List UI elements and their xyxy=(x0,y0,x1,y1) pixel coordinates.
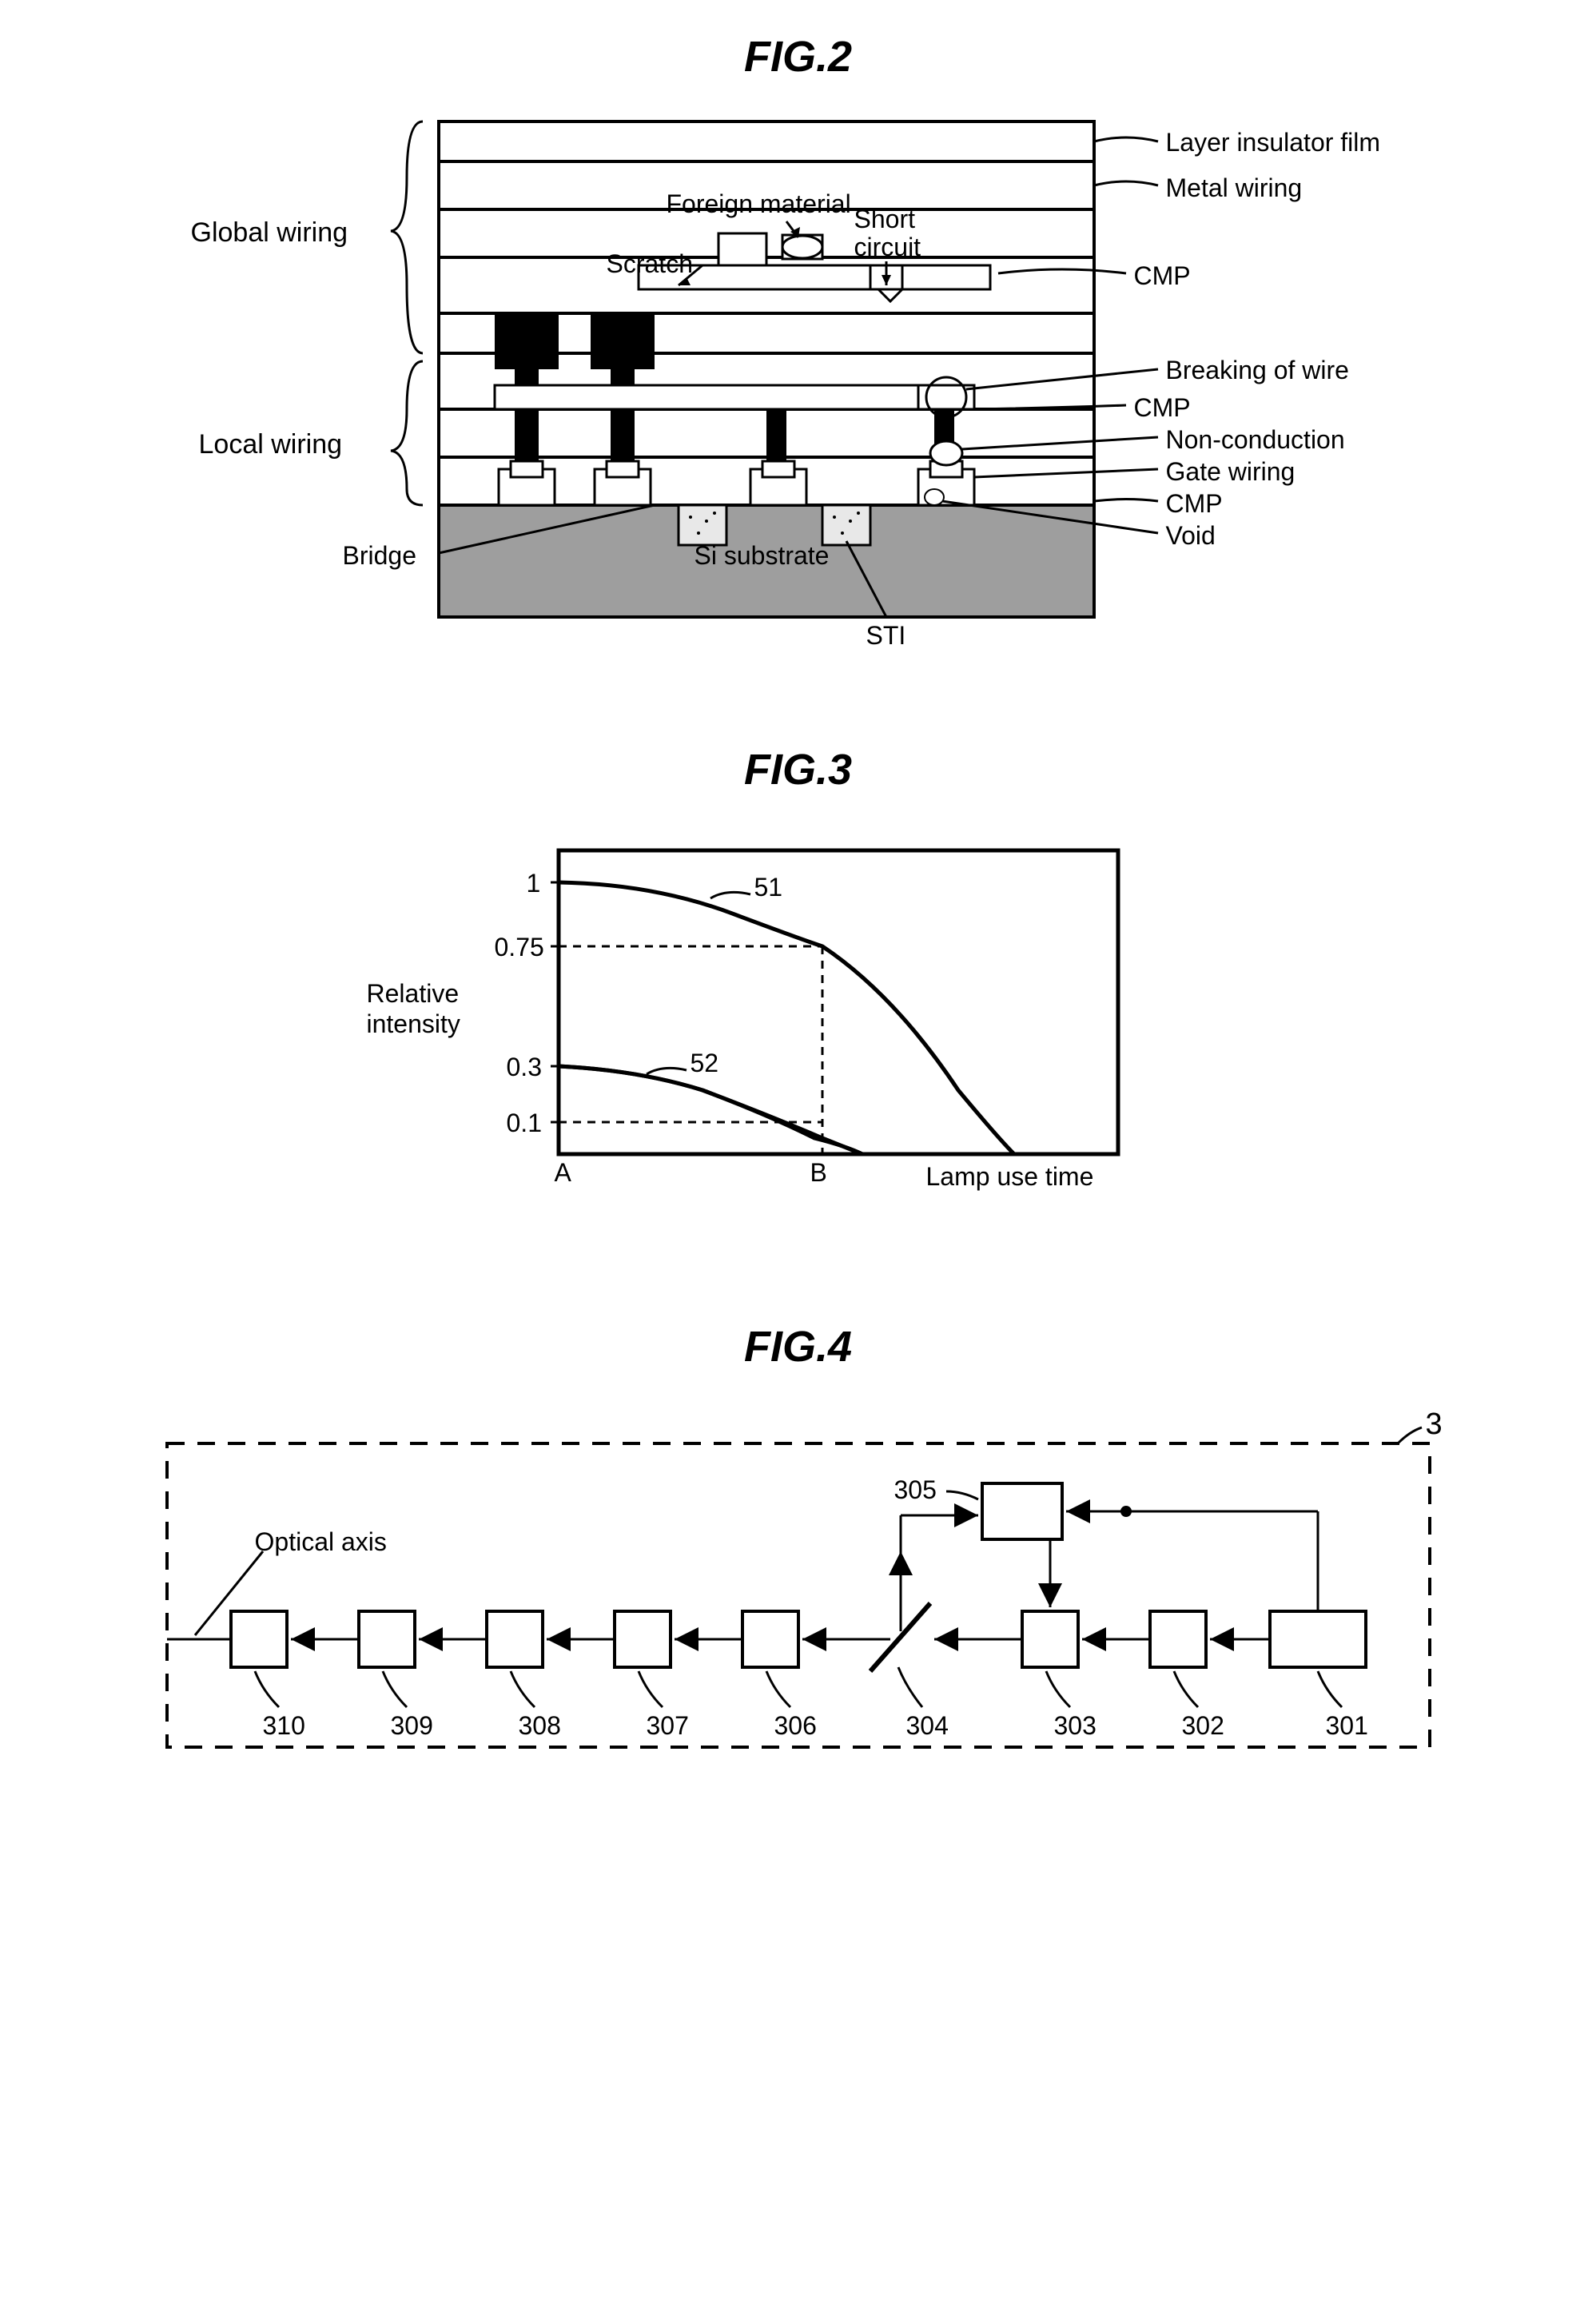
fig3-svg xyxy=(319,818,1278,1258)
label-foreign-material: Foreign material xyxy=(667,189,851,219)
label-cmp-1: CMP xyxy=(1134,261,1191,291)
label-gate-wiring: Gate wiring xyxy=(1166,457,1296,487)
label-bridge: Bridge xyxy=(343,541,417,571)
tick-03: 0.3 xyxy=(507,1053,542,1082)
label-layer-insulator: Layer insulator film xyxy=(1166,128,1381,157)
fig4-diagram: Optical axis 3 310 309 308 307 306 305 3… xyxy=(119,1395,1478,1795)
figure-2: FIG.2 xyxy=(32,32,1564,681)
label-non-conduction: Non-conduction xyxy=(1166,425,1345,455)
fig2-title: FIG.2 xyxy=(32,32,1564,82)
label-cmp-2: CMP xyxy=(1134,393,1191,423)
label-305: 305 xyxy=(894,1475,937,1505)
label-310: 310 xyxy=(263,1711,305,1741)
label-cmp-3: CMP xyxy=(1166,489,1223,519)
curve-51: 51 xyxy=(754,873,783,902)
label-metal-wiring: Metal wiring xyxy=(1166,173,1303,203)
label-307: 307 xyxy=(647,1711,689,1741)
label-304: 304 xyxy=(906,1711,949,1741)
label-breaking-wire: Breaking of wire xyxy=(1166,356,1349,385)
label-short-circuit: Short circuit xyxy=(854,205,921,261)
label-308: 308 xyxy=(519,1711,561,1741)
label-309: 309 xyxy=(391,1711,433,1741)
label-302: 302 xyxy=(1182,1711,1224,1741)
tick-01: 0.1 xyxy=(507,1109,542,1138)
fig3-chart: Relative intensity Lamp use time 1 0.75 … xyxy=(319,818,1278,1258)
curve-52: 52 xyxy=(691,1049,719,1078)
label-void: Void xyxy=(1166,521,1216,551)
label-box-3: 3 xyxy=(1426,1407,1443,1442)
label-scratch: Scratch xyxy=(607,249,693,279)
fig3-title: FIG.3 xyxy=(32,745,1564,794)
fig2-diagram: Global wiring Local wiring Bridge Foreig… xyxy=(119,105,1478,681)
tick-1: 1 xyxy=(527,869,541,898)
label-301: 301 xyxy=(1326,1711,1368,1741)
label-global-wiring: Global wiring xyxy=(191,217,348,249)
tick-075: 0.75 xyxy=(495,933,544,962)
label-303: 303 xyxy=(1054,1711,1097,1741)
label-optical-axis: Optical axis xyxy=(255,1527,387,1557)
tick-b: B xyxy=(810,1158,827,1188)
label-relative-intensity: Relative intensity xyxy=(367,978,460,1040)
label-lamp-use-time: Lamp use time xyxy=(926,1162,1094,1192)
figure-3: FIG.3 Relative intensity Lamp use time 1… xyxy=(32,745,1564,1258)
figure-4: FIG.4 xyxy=(32,1322,1564,1795)
tick-a: A xyxy=(555,1158,571,1188)
label-sti: STI xyxy=(866,621,906,651)
label-si-substrate: Si substrate xyxy=(695,541,830,571)
label-306: 306 xyxy=(774,1711,817,1741)
fig4-title: FIG.4 xyxy=(32,1322,1564,1371)
label-local-wiring: Local wiring xyxy=(199,429,343,460)
